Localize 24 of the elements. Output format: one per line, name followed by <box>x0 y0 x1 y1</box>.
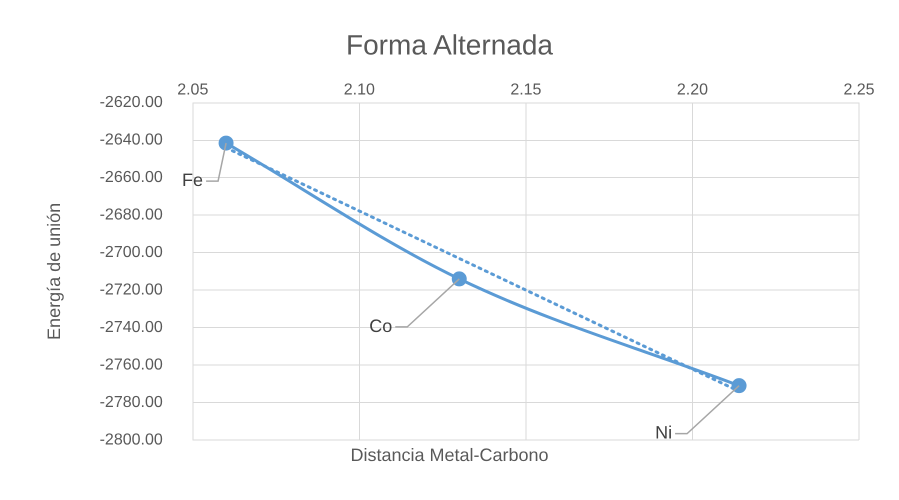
x-tick-label: 2.15 <box>510 82 542 99</box>
y-axis-title: Energía de unión <box>44 202 64 340</box>
y-tick-label: -2660.00 <box>100 169 163 186</box>
y-tick-label: -2640.00 <box>100 132 163 149</box>
x-tick-label: 2.20 <box>676 82 708 99</box>
y-tick-label: -2740.00 <box>100 319 163 336</box>
x-tick-label: 2.05 <box>177 82 208 99</box>
point <box>732 378 747 394</box>
x-axis-title: Distancia Metal-Carbono <box>350 445 549 465</box>
x-tick-label: 2.10 <box>344 82 375 99</box>
x-tick-label: 2.25 <box>843 82 875 99</box>
y-tick-label: -2720.00 <box>100 282 163 299</box>
annotation: Ni <box>655 422 672 443</box>
y-tick-label: -2700.00 <box>100 244 163 262</box>
annotation: Co <box>369 316 392 336</box>
chart-title: Forma Alternada <box>346 30 554 61</box>
y-tick-label: -2760.00 <box>100 356 163 374</box>
point <box>452 271 467 286</box>
y-tick-label: -2780.00 <box>100 394 163 411</box>
point <box>218 136 234 151</box>
y-tick-label: -2800.00 <box>100 431 163 448</box>
annotation: Fe <box>182 170 204 190</box>
y-tick-label: -2620.00 <box>100 94 163 112</box>
y-tick-label: -2680.00 <box>100 206 163 224</box>
